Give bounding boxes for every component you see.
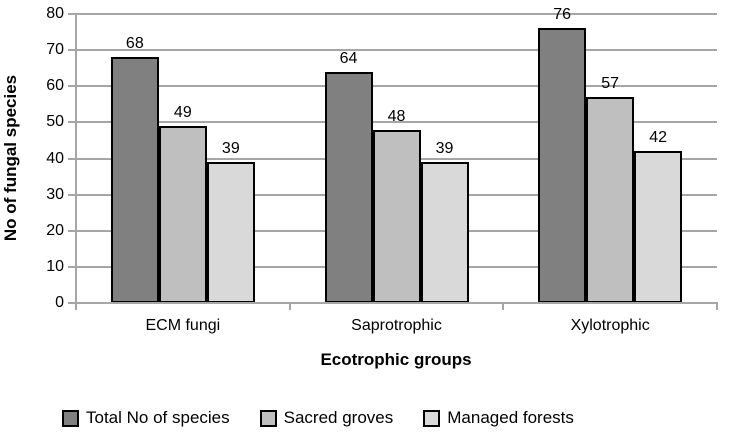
category-label: ECM fungi xyxy=(145,317,221,334)
bar-value-label: 49 xyxy=(173,103,192,121)
y-tick xyxy=(68,302,76,304)
bar-value-label: 64 xyxy=(339,49,358,67)
bar xyxy=(372,129,421,303)
y-tick-label: 70 xyxy=(46,41,64,59)
y-tick-label: 10 xyxy=(46,257,64,275)
bar xyxy=(206,162,255,303)
legend-label: Total No of species xyxy=(86,408,230,427)
bar xyxy=(538,28,587,303)
legend-item: Sacred groves xyxy=(259,408,394,428)
bar xyxy=(324,71,373,303)
y-axis-title: No of fungal species xyxy=(1,74,20,242)
legend-label: Sacred groves xyxy=(283,408,394,427)
legend-item: Managed forests xyxy=(423,408,574,428)
legend-swatch xyxy=(62,409,79,427)
bar-value-label: 57 xyxy=(601,75,620,93)
gridline xyxy=(76,13,717,15)
bar xyxy=(158,126,207,303)
y-axis-line xyxy=(75,14,77,309)
legend-swatch xyxy=(423,409,441,427)
y-tick xyxy=(68,229,76,232)
bar-value-label: 39 xyxy=(435,140,454,158)
y-tick-label: 0 xyxy=(55,294,64,311)
y-tick-label: 60 xyxy=(46,77,64,95)
bar xyxy=(634,151,683,303)
bar-value-label: 68 xyxy=(125,35,144,53)
category-label: Saprotrophic xyxy=(351,317,442,334)
legend-item: Total No of species xyxy=(62,408,230,428)
y-tick-label: 20 xyxy=(46,221,64,239)
legend-label: Managed forests xyxy=(447,408,574,427)
y-tick xyxy=(68,157,76,160)
legend: Total No of species Sacred groves Managed … xyxy=(62,404,729,432)
category-label: Xylotrophic xyxy=(570,317,650,334)
bar-value-label: 76 xyxy=(553,6,572,24)
bar-value-label: 42 xyxy=(649,129,668,147)
x-tick xyxy=(75,303,77,310)
bar-value-label: 39 xyxy=(221,140,240,158)
bar xyxy=(110,57,159,303)
y-tick xyxy=(68,85,76,88)
y-tick xyxy=(68,121,76,124)
bar xyxy=(420,162,469,303)
x-axis-line xyxy=(75,302,718,304)
y-tick xyxy=(68,49,76,52)
gridline xyxy=(76,121,717,124)
y-tick-label: 40 xyxy=(46,149,64,167)
x-axis-title: Ecotrophic groups xyxy=(320,350,472,369)
plot-area: 68 49 39 64 48 39 76 57 42 xyxy=(76,6,717,303)
x-tick xyxy=(288,303,291,310)
y-tick xyxy=(68,193,76,196)
gridline xyxy=(76,85,717,88)
y-tick-label: 30 xyxy=(46,185,64,203)
bar-value-label: 48 xyxy=(387,107,406,125)
y-tick-label: 80 xyxy=(46,5,64,22)
x-tick xyxy=(502,303,505,310)
legend-swatch xyxy=(259,409,277,427)
y-tick-label: 50 xyxy=(46,113,64,131)
gridline xyxy=(76,49,717,52)
bar xyxy=(586,97,635,303)
y-tick xyxy=(68,13,76,15)
y-tick xyxy=(68,265,76,268)
x-tick xyxy=(716,303,718,310)
